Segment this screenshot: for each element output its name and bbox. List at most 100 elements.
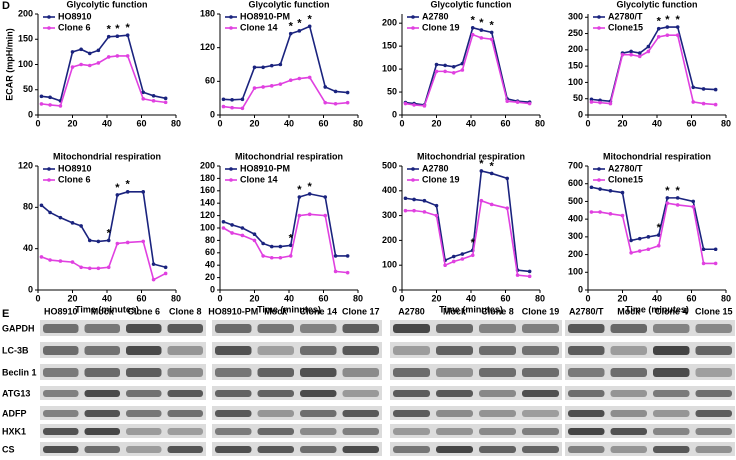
y-tick-label: 120 [200, 42, 215, 52]
data-point [278, 62, 283, 67]
blot-band [84, 346, 120, 355]
data-point [323, 213, 328, 218]
blot-band [342, 368, 379, 377]
blot-band [393, 346, 430, 355]
data-point [115, 241, 120, 246]
blot-band [522, 446, 559, 453]
x-tick-label: 40 [652, 118, 662, 128]
data-point [141, 90, 146, 95]
data-point [713, 261, 718, 266]
blot-band [393, 324, 430, 333]
blot-band [215, 446, 252, 453]
data-point [691, 100, 696, 104]
data-point [278, 244, 283, 249]
panel-label: D [2, 0, 10, 12]
x-tick-label: 60 [686, 293, 696, 303]
lane-label: A2780 [398, 306, 425, 316]
chart-title: Mitochondrial respiration [235, 151, 343, 161]
legend-label: Clone 14 [240, 22, 278, 32]
data-point [230, 223, 234, 227]
data-point [515, 273, 520, 277]
data-point [701, 247, 706, 252]
data-point [434, 203, 439, 208]
data-point [240, 97, 245, 102]
data-point [515, 100, 520, 104]
blot-band [342, 446, 379, 453]
series-line [41, 34, 166, 102]
y-tick-label: 180 [200, 8, 215, 18]
blot-strip [565, 386, 735, 400]
blot-band [522, 368, 559, 377]
data-point [297, 76, 302, 81]
blot-band [610, 390, 647, 397]
data-point [345, 270, 350, 275]
data-point [269, 255, 274, 260]
y-tick-label: 120 [200, 210, 215, 220]
blot-band [695, 346, 732, 355]
blot-band [653, 346, 690, 355]
data-point [221, 226, 226, 230]
blot-band [215, 324, 252, 333]
blot-strip [565, 406, 735, 420]
legend-marker [411, 178, 415, 182]
x-tick-label: 20 [431, 118, 441, 128]
legend-label: Clone 19 [422, 22, 460, 32]
data-point [288, 31, 293, 36]
blot-strip [212, 364, 382, 380]
y-tick-label: 80 [205, 235, 215, 245]
y-tick-label: 0 [210, 284, 215, 294]
y-tick-label: 100 [200, 222, 215, 232]
data-point [422, 198, 427, 203]
data-point [470, 32, 475, 37]
data-point [221, 220, 226, 224]
data-point [70, 50, 75, 54]
x-tick-label: 80 [171, 118, 181, 128]
legend-label: Clone 6 [58, 174, 91, 184]
data-point [656, 233, 661, 237]
blot-band [126, 428, 162, 435]
blot-band [479, 446, 516, 453]
y-tick-label: 0 [392, 109, 397, 119]
data-point [333, 254, 338, 258]
y-tick-label: 700 [568, 160, 583, 170]
data-point [288, 78, 293, 83]
data-point [443, 63, 447, 68]
blot-band [436, 428, 473, 435]
legend-marker [229, 178, 233, 182]
series-line [223, 25, 348, 101]
legend-label: HO8910 [58, 11, 92, 21]
y-tick-label: 600 [568, 178, 583, 188]
blot-band [479, 428, 516, 435]
data-point [221, 97, 226, 102]
blot-band [522, 346, 559, 355]
y-tick-label: 0 [28, 109, 33, 119]
blot-band [342, 410, 379, 417]
x-tick-label: 0 [217, 118, 222, 128]
lane-label: A2780/T [569, 306, 604, 316]
blot-band [610, 346, 647, 355]
blot-row-label: HXK1 [2, 426, 26, 436]
y-tick-label: 40 [23, 243, 33, 253]
data-point [646, 235, 651, 239]
x-tick-label: 40 [284, 293, 294, 303]
panel-label: E [2, 308, 9, 320]
data-point [39, 94, 44, 99]
data-point [39, 102, 44, 106]
x-axis-label: Time (minutes) [439, 304, 503, 314]
x-tick-label: 0 [35, 293, 40, 303]
data-point [269, 84, 274, 88]
series-line [223, 193, 348, 257]
data-point [307, 212, 312, 217]
y-tick-label: 150 [382, 41, 397, 51]
data-point [403, 101, 408, 106]
blot-band [342, 346, 379, 355]
data-point [87, 63, 92, 68]
legend-label: Clone 14 [240, 174, 278, 184]
y-tick-label: 200 [382, 18, 397, 28]
blot-band [610, 428, 647, 435]
blot-band [84, 428, 120, 435]
data-point [589, 97, 594, 102]
blot-band [568, 446, 605, 453]
data-point [701, 87, 706, 91]
data-point [230, 231, 234, 235]
